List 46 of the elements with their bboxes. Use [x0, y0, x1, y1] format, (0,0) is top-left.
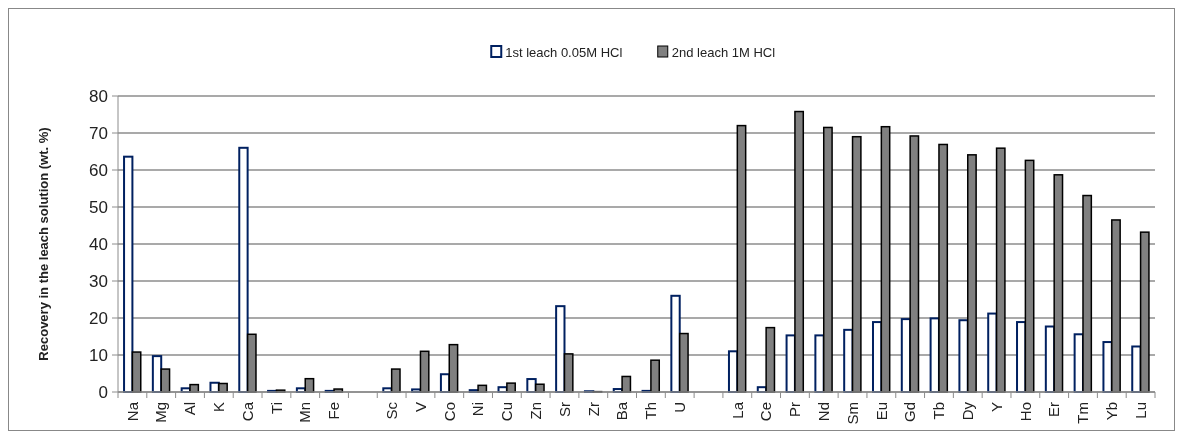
y-tick-label: 10: [89, 345, 108, 365]
x-tick-label: Al: [181, 402, 199, 416]
x-tick-label: Mg: [152, 402, 170, 423]
x-tick-label: La: [728, 401, 746, 419]
legend-label: 2nd leach 1M HCl: [671, 44, 776, 60]
x-tick-label: K: [210, 402, 228, 413]
y-tick-label: 20: [89, 308, 108, 328]
x-tick-label: Eu: [872, 402, 890, 421]
x-tick-label: Ba: [613, 401, 631, 421]
x-tick-label: Lu: [1131, 402, 1149, 419]
x-tick-label: Yb: [1103, 402, 1121, 421]
y-tick-label: 40: [89, 234, 108, 254]
x-tick-label: Mn: [296, 402, 314, 423]
x-tick-label: Sc: [382, 401, 400, 420]
x-tick-label: Tm: [1074, 402, 1092, 424]
x-tick-label: Ti: [267, 402, 285, 414]
x-tick-label: Ca: [238, 401, 256, 422]
x-tick-label: Tb: [930, 402, 948, 420]
x-tick-label: Gd: [901, 402, 919, 423]
x-tick-label: Fe: [325, 402, 343, 420]
x-tick-label: Na: [123, 401, 141, 422]
x-tick-label: Sr: [555, 402, 573, 417]
legend-label: 1st leach 0.05M HCl: [505, 44, 623, 60]
y-tick-label: 80: [89, 86, 108, 106]
y-tick-label: 50: [89, 197, 108, 217]
x-tick-label: Ce: [757, 402, 775, 422]
x-tick-label: Nd: [814, 402, 832, 422]
x-tick-label: Ni: [469, 402, 487, 417]
x-tick-label: Sm: [843, 402, 861, 425]
x-tick-label: Cu: [498, 402, 516, 422]
y-tick-label: 70: [89, 123, 108, 143]
x-tick-label: Er: [1045, 402, 1063, 417]
x-tick-label: Dy: [959, 401, 977, 421]
y-axis-title: Recovery in the leach solution (wt. %): [36, 127, 51, 361]
y-tick-label: 60: [89, 160, 108, 180]
x-tick-label: U: [670, 402, 688, 413]
x-tick-label: Pr: [786, 402, 804, 417]
x-tick-label: Zn: [526, 402, 544, 420]
x-tick-label: Co: [440, 402, 458, 422]
x-tick-label: Zr: [584, 402, 602, 417]
x-tick-label: V: [411, 402, 429, 413]
x-tick-label: Ho: [1016, 402, 1034, 422]
y-tick-label: 0: [98, 382, 108, 402]
y-tick-label: 30: [89, 271, 108, 291]
x-tick-label: Y: [987, 402, 1005, 413]
x-tick-label: Th: [642, 402, 660, 420]
